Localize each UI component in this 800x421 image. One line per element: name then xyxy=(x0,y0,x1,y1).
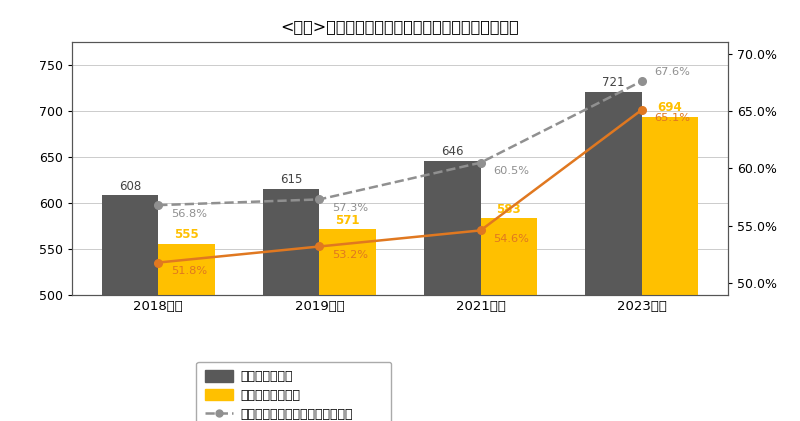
Text: 56.8%: 56.8% xyxy=(171,208,207,218)
Text: 694: 694 xyxy=(658,101,682,114)
Text: 571: 571 xyxy=(335,214,360,227)
Bar xyxy=(263,189,319,421)
Text: 721: 721 xyxy=(602,76,625,89)
Text: 65.1%: 65.1% xyxy=(654,113,690,123)
Text: 60.5%: 60.5% xyxy=(494,166,530,176)
Bar xyxy=(424,160,481,421)
Title: <漢検>大学・短期大学における活用校数および割合: <漢検>大学・短期大学における活用校数および割合 xyxy=(281,19,519,34)
Bar xyxy=(586,92,642,421)
Text: 583: 583 xyxy=(497,203,521,216)
Bar xyxy=(102,195,158,421)
Text: 615: 615 xyxy=(280,173,302,187)
Text: 57.3%: 57.3% xyxy=(332,203,369,213)
Text: 53.2%: 53.2% xyxy=(332,250,368,260)
Bar xyxy=(481,218,537,421)
Text: 646: 646 xyxy=(441,145,464,158)
Text: 608: 608 xyxy=(119,180,141,193)
Text: 555: 555 xyxy=(174,229,199,241)
Text: 54.6%: 54.6% xyxy=(494,234,530,244)
Text: 51.8%: 51.8% xyxy=(171,266,207,276)
Text: 67.6%: 67.6% xyxy=(654,67,690,77)
Bar xyxy=(642,117,698,421)
Legend: 全体の活用校数, 入試での活用校数, 調査対象校に対する活用校の割合, 調査対象校に対する入試での活用校の割合: 全体の活用校数, 入試での活用校数, 調査対象校に対する活用校の割合, 調査対象… xyxy=(196,362,391,421)
Bar xyxy=(158,244,214,421)
Bar xyxy=(319,229,376,421)
